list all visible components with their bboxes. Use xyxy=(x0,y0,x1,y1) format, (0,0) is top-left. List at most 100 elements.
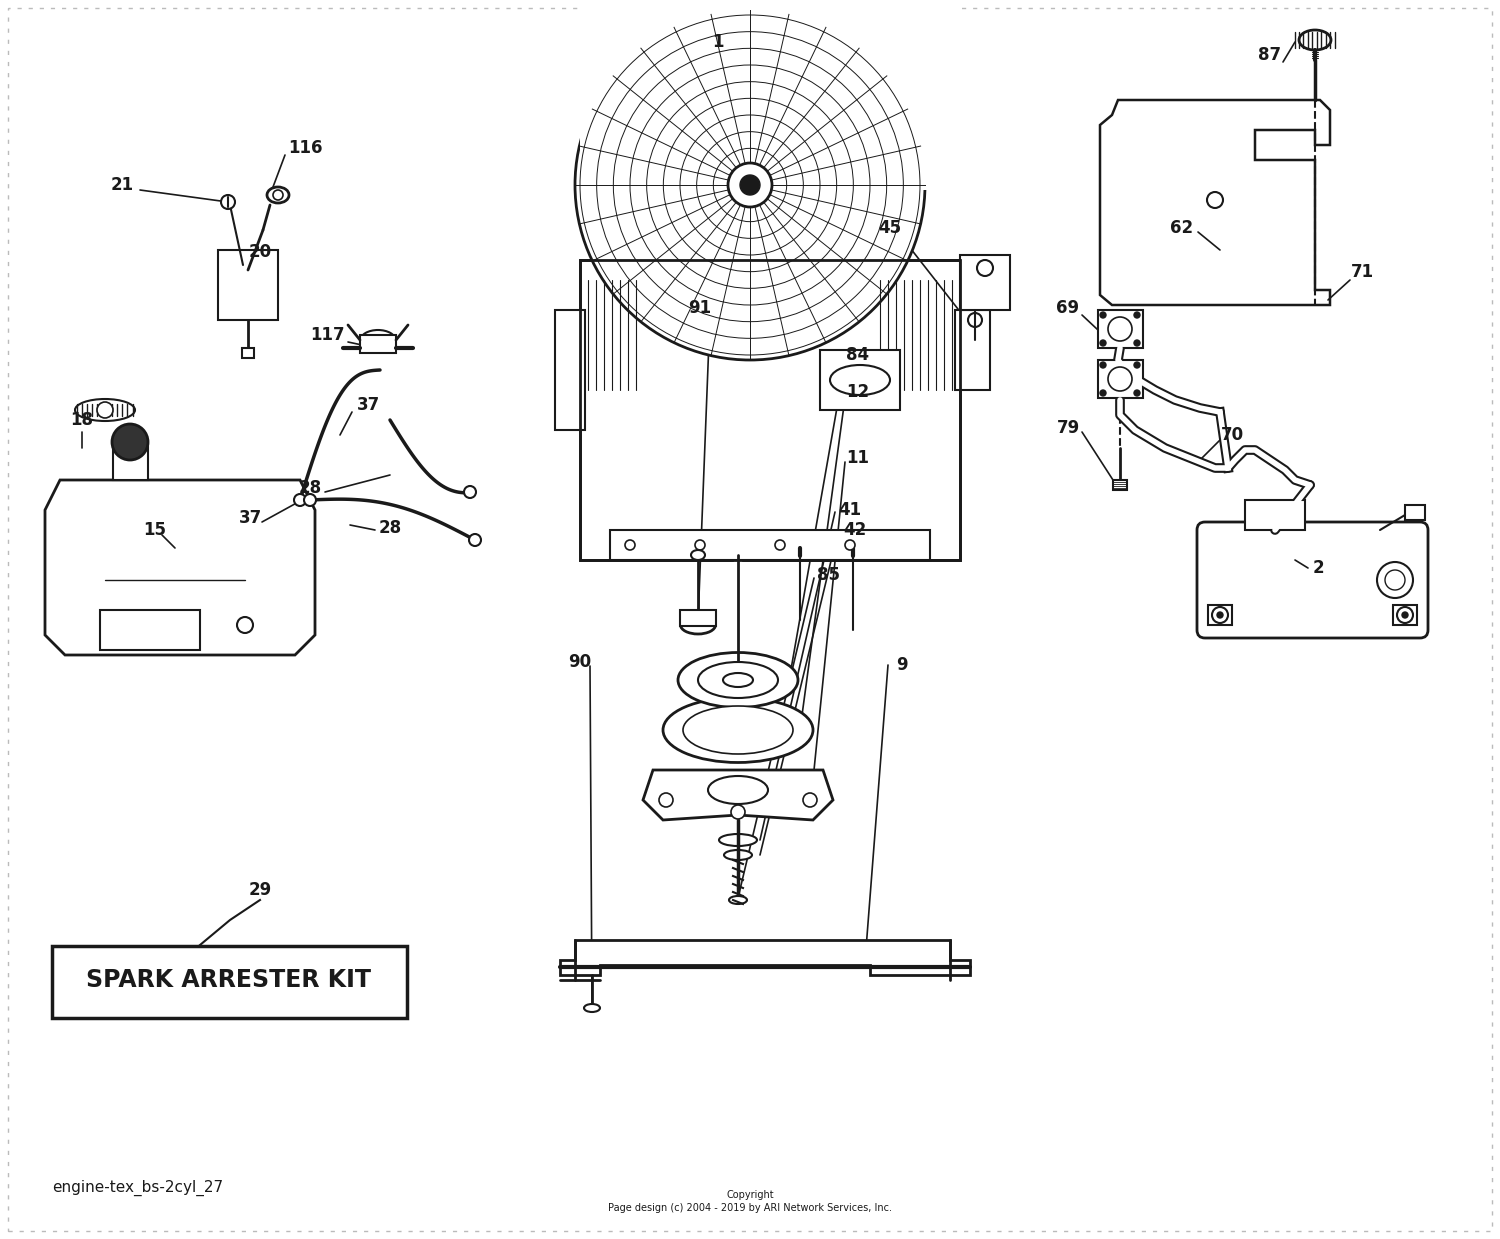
Bar xyxy=(1406,506,1425,520)
Circle shape xyxy=(574,10,926,361)
Ellipse shape xyxy=(682,706,794,755)
Circle shape xyxy=(776,540,784,550)
Text: 117: 117 xyxy=(310,326,345,344)
Text: Copyright: Copyright xyxy=(726,1189,774,1201)
Text: 9: 9 xyxy=(896,655,908,674)
Circle shape xyxy=(740,175,760,195)
Text: Page design (c) 2004 - 2019 by ARI Network Services, Inc.: Page design (c) 2004 - 2019 by ARI Netwo… xyxy=(608,1203,892,1213)
Circle shape xyxy=(968,313,982,327)
Ellipse shape xyxy=(584,1004,600,1012)
Bar xyxy=(1098,361,1143,398)
Ellipse shape xyxy=(1299,30,1330,50)
Polygon shape xyxy=(644,769,833,820)
Circle shape xyxy=(658,793,674,807)
Text: 91: 91 xyxy=(688,299,711,317)
Text: 20: 20 xyxy=(249,243,272,261)
Bar xyxy=(112,445,148,479)
Circle shape xyxy=(802,793,818,807)
Text: 18: 18 xyxy=(70,411,93,429)
Circle shape xyxy=(112,424,148,460)
Circle shape xyxy=(1134,312,1140,318)
Text: 1: 1 xyxy=(712,33,723,51)
Ellipse shape xyxy=(681,616,716,634)
Text: engine-tex_bs-2cyl_27: engine-tex_bs-2cyl_27 xyxy=(53,1180,223,1196)
Text: 85: 85 xyxy=(816,566,840,584)
Ellipse shape xyxy=(723,673,753,686)
Text: 79: 79 xyxy=(1056,419,1080,437)
Circle shape xyxy=(464,486,476,498)
Circle shape xyxy=(1100,339,1106,346)
Circle shape xyxy=(470,534,482,546)
Text: 15: 15 xyxy=(144,522,166,539)
Text: 42: 42 xyxy=(843,522,867,539)
Bar xyxy=(610,530,930,560)
Ellipse shape xyxy=(708,776,768,804)
Circle shape xyxy=(273,190,284,199)
Text: 37: 37 xyxy=(238,509,261,527)
Text: 84: 84 xyxy=(846,346,870,364)
Bar xyxy=(680,610,716,626)
Text: 41: 41 xyxy=(839,501,861,519)
Ellipse shape xyxy=(360,330,396,349)
Circle shape xyxy=(220,195,236,209)
Bar xyxy=(360,335,396,353)
Ellipse shape xyxy=(698,662,778,698)
Ellipse shape xyxy=(830,366,890,395)
Circle shape xyxy=(1134,390,1140,396)
Circle shape xyxy=(1212,607,1228,623)
Circle shape xyxy=(1377,563,1413,598)
Ellipse shape xyxy=(678,653,798,707)
Circle shape xyxy=(1134,362,1140,368)
Text: 71: 71 xyxy=(1350,263,1374,281)
Bar xyxy=(956,310,990,390)
Text: ARI PartStream: ARI PartStream xyxy=(615,434,870,467)
Circle shape xyxy=(1100,390,1106,396)
Bar xyxy=(1394,605,1417,624)
Circle shape xyxy=(304,494,316,506)
Text: 12: 12 xyxy=(846,383,870,401)
Bar xyxy=(580,260,960,560)
Bar xyxy=(53,947,406,1018)
Circle shape xyxy=(1108,367,1132,392)
Ellipse shape xyxy=(75,399,135,421)
Ellipse shape xyxy=(267,187,290,203)
Text: 37: 37 xyxy=(357,396,380,414)
Text: 116: 116 xyxy=(288,139,322,157)
Polygon shape xyxy=(560,940,970,975)
Circle shape xyxy=(1216,612,1222,618)
Bar xyxy=(960,255,1010,310)
Ellipse shape xyxy=(729,896,747,904)
Circle shape xyxy=(237,617,254,633)
Text: 28: 28 xyxy=(378,519,402,536)
Circle shape xyxy=(694,540,705,550)
Bar xyxy=(821,349,900,410)
Text: 2: 2 xyxy=(1312,559,1324,577)
Circle shape xyxy=(1108,317,1132,341)
Bar xyxy=(217,250,278,320)
Text: 90: 90 xyxy=(568,653,591,672)
Bar xyxy=(580,260,960,560)
Circle shape xyxy=(1396,607,1413,623)
Bar xyxy=(1208,605,1231,624)
Bar xyxy=(580,0,960,190)
Circle shape xyxy=(98,401,112,418)
Ellipse shape xyxy=(663,698,813,762)
Text: 45: 45 xyxy=(879,219,902,237)
Polygon shape xyxy=(45,479,315,655)
Bar xyxy=(100,610,200,650)
Polygon shape xyxy=(1100,100,1330,305)
Text: 87: 87 xyxy=(1258,46,1281,64)
Circle shape xyxy=(1134,339,1140,346)
Ellipse shape xyxy=(724,850,752,860)
Bar xyxy=(1113,479,1126,489)
Text: 62: 62 xyxy=(1170,219,1194,237)
Circle shape xyxy=(844,540,855,550)
Circle shape xyxy=(294,494,306,506)
Bar xyxy=(1098,310,1143,348)
Circle shape xyxy=(1100,362,1106,368)
Ellipse shape xyxy=(692,550,705,560)
Circle shape xyxy=(976,260,993,276)
Circle shape xyxy=(1208,192,1222,208)
FancyBboxPatch shape xyxy=(1197,522,1428,638)
Bar xyxy=(1245,501,1305,530)
